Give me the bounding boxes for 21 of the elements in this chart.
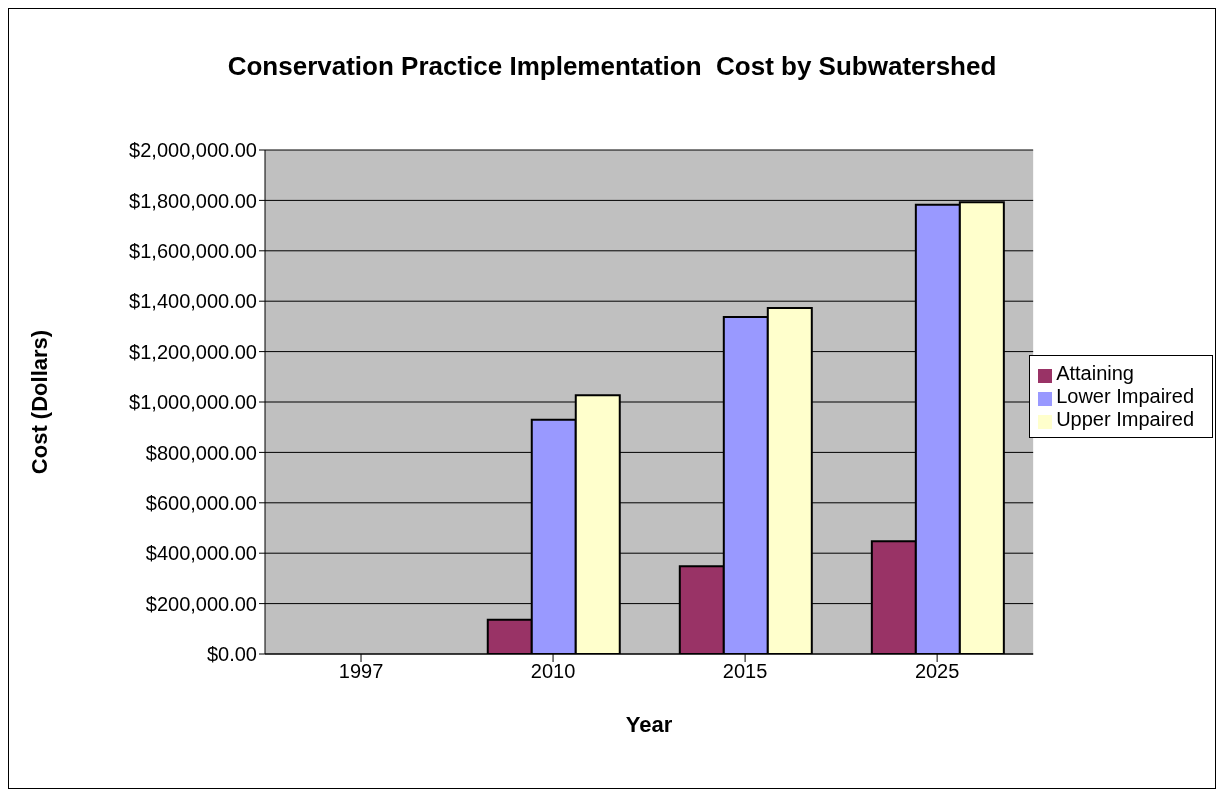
x-tick-label: 2010 <box>530 660 576 683</box>
y-tick-label: $400,000.00 <box>145 542 257 565</box>
y-tick-label: $1,000,000.00 <box>129 391 257 414</box>
y-tick-label: $1,200,000.00 <box>129 340 257 363</box>
y-tick-label: $1,400,000.00 <box>129 290 257 313</box>
x-axis-title: Year <box>625 712 673 737</box>
y-tick-label: $0.00 <box>206 643 257 666</box>
y-tick-label: $1,800,000.00 <box>129 189 257 212</box>
y-tick-label: $2,000,000.00 <box>129 139 257 162</box>
x-tick-label: 2025 <box>914 660 960 683</box>
y-tick-label: $800,000.00 <box>145 441 257 464</box>
y-tick-label: $200,000.00 <box>145 592 257 615</box>
x-tick-label: 2015 <box>722 660 768 683</box>
legend-label: Upper Impaired <box>1056 408 1194 430</box>
x-tick-label: 1997 <box>338 660 384 683</box>
y-tick-label: $1,600,000.00 <box>129 239 257 262</box>
chart-title: Conservation Practice Implementation Cost by Subwatershed <box>226 51 998 82</box>
y-axis-title: Cost (Dollars) <box>26 329 52 475</box>
legend-label: Attaining <box>1056 362 1134 384</box>
legend-label: Lower Impaired <box>1056 385 1194 407</box>
y-tick-label: $600,000.00 <box>145 491 257 514</box>
